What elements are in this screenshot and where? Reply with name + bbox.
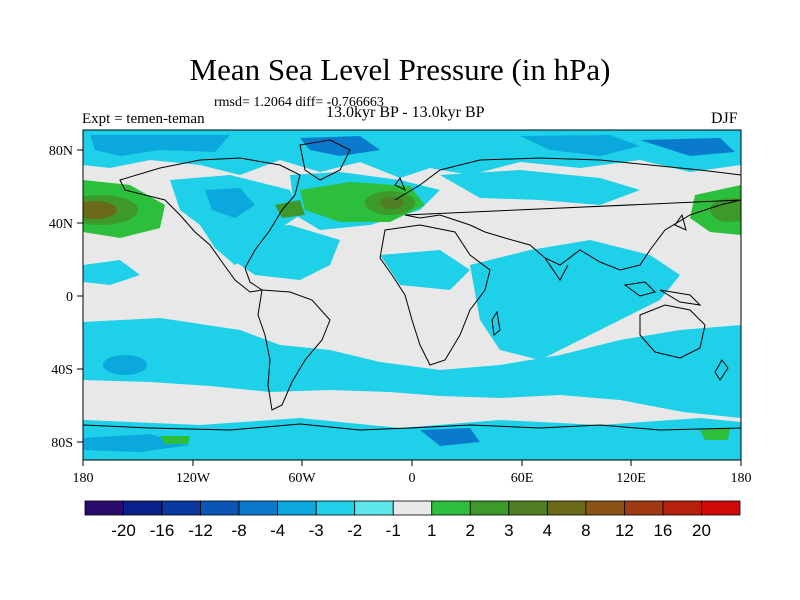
southern-ocean-anomaly-band — [83, 318, 741, 418]
colorbar-swatch — [508, 500, 548, 516]
colorbar-label: -8 — [232, 521, 247, 540]
colorbar-swatch — [624, 500, 664, 516]
lon-label: 180 — [73, 471, 94, 486]
colorbar-swatch — [315, 500, 356, 516]
colorbar-label: -3 — [309, 521, 324, 540]
lon-label: 60W — [288, 471, 316, 486]
lat-label: 0 — [66, 290, 73, 305]
colorbar-swatch — [84, 500, 124, 516]
colorbar-label: -12 — [188, 521, 213, 540]
lon-ticks — [82, 460, 742, 466]
lon-label: 120E — [616, 471, 646, 486]
colorbar-swatch — [546, 500, 587, 516]
colorbar-label: 20 — [692, 521, 711, 540]
colorbar-label: 3 — [504, 521, 513, 540]
colorbar-label: 12 — [615, 521, 634, 540]
colorbar-label: -1 — [386, 521, 401, 540]
lat-label: 80S — [51, 436, 73, 451]
colorbar-label: 8 — [581, 521, 590, 540]
colorbar-label: -16 — [150, 521, 175, 540]
map-title: Mean Sea Level Pressure (in hPa) — [189, 52, 611, 87]
stats-text: rmsd= 1.2064 diff= -0.766663 — [214, 95, 384, 110]
colorbar-swatch — [238, 500, 279, 516]
colorbar-swatch — [200, 500, 240, 516]
lat-label: 40N — [49, 217, 73, 232]
pressure-field — [83, 130, 741, 460]
colorbar-swatch — [585, 500, 625, 516]
lon-label: 0 — [409, 471, 416, 486]
colorbar-label: 4 — [543, 521, 552, 540]
colorbar-swatch — [392, 500, 433, 516]
north-america-anomaly-region — [170, 175, 300, 265]
colorbar-swatch — [161, 500, 201, 516]
colorbar-swatch — [277, 500, 317, 516]
experiment-label: Expt = temen-teman — [82, 111, 205, 127]
lon-label: 120W — [176, 471, 211, 486]
colorbar — [84, 500, 741, 516]
colorbar-labels: -20 -16 -12 -8 -4 -3 -2 -1 1 2 3 4 8 12 16 20 — [111, 521, 711, 540]
colorbar-swatch — [662, 500, 702, 516]
colorbar-label: -20 — [111, 521, 136, 540]
lat-ticks — [77, 149, 83, 443]
lat-label: 80N — [49, 144, 73, 159]
lat-label: 40S — [51, 363, 73, 378]
coastlines — [83, 139, 741, 431]
colorbar-swatch — [469, 500, 510, 516]
lon-label: 60E — [511, 471, 534, 486]
colorbar-label: -4 — [270, 521, 285, 540]
colorbar-label: 2 — [466, 521, 475, 540]
colorbar-swatch — [354, 500, 394, 516]
colorbar-swatch — [431, 500, 471, 516]
lon-label: 180 — [731, 471, 752, 486]
season-label: DJF — [711, 110, 738, 127]
period-label: 13.0kyr BP - 13.0kyr BP — [326, 104, 485, 121]
colorbar-swatch — [123, 500, 163, 516]
colorbar-label: 16 — [653, 521, 672, 540]
colorbar-swatch — [701, 500, 741, 516]
colorbar-label: 1 — [427, 521, 436, 540]
colorbar-label: -2 — [347, 521, 362, 540]
